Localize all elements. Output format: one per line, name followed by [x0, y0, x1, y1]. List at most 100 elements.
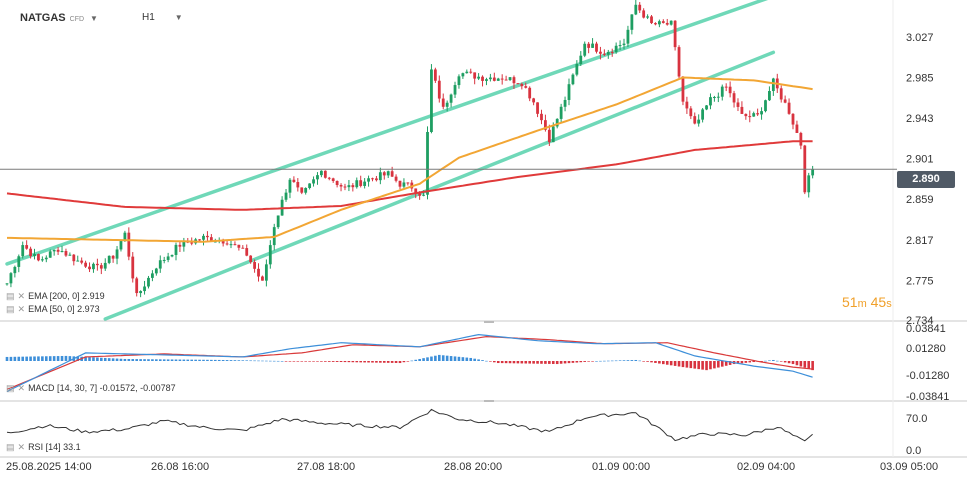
candle: [394, 174, 398, 183]
candle-body: [551, 126, 555, 143]
candle: [147, 275, 150, 289]
macd-histogram-bar: [390, 361, 394, 363]
price-axis-label: 2.734: [906, 315, 934, 327]
time-axis-label: 26.08 16:00: [151, 461, 209, 473]
symbol-selector[interactable]: NATGAS CFD ▼: [20, 12, 98, 24]
channel-upper-line: [5, 0, 769, 266]
macd-histogram-bar: [100, 357, 103, 361]
candle: [339, 183, 343, 192]
macd-histogram-bar: [669, 361, 673, 366]
candle-body: [771, 78, 775, 92]
candle: [111, 255, 115, 263]
close-icon[interactable]: ✕: [17, 442, 26, 452]
candle-body: [465, 71, 469, 74]
time-axis-label: 28.08 20:00: [444, 461, 502, 473]
close-icon[interactable]: ✕: [17, 291, 26, 301]
candle: [512, 75, 516, 89]
macd-histogram-bar: [748, 361, 752, 363]
candle-body: [9, 273, 13, 284]
candle-body: [677, 47, 681, 77]
candle: [312, 176, 315, 187]
candle-body: [147, 277, 150, 287]
candle: [386, 170, 390, 179]
macd-histogram-bar: [496, 361, 500, 364]
macd-histogram-bar: [728, 361, 732, 365]
settings-icon[interactable]: ▤: [6, 442, 15, 452]
macd-histogram-bar: [811, 361, 814, 371]
macd-histogram-bar: [158, 359, 162, 361]
candle-body: [488, 77, 492, 80]
candle: [587, 41, 591, 54]
candle-body: [327, 177, 331, 179]
candle: [469, 68, 473, 74]
candle-body: [151, 273, 154, 278]
candle-body: [60, 251, 64, 253]
candle: [449, 93, 453, 108]
macd-histogram-bar: [461, 357, 465, 361]
candle-body: [473, 72, 477, 79]
ema50-legend[interactable]: ▤ ✕ EMA [50, 0] 2.973: [6, 304, 100, 315]
ema200-legend[interactable]: ▤ ✕ EMA [200, 0] 2.919: [6, 291, 105, 302]
ema200-label: EMA [200, 0] 2.919: [28, 291, 105, 301]
candle-body: [111, 255, 115, 259]
candle-body: [504, 79, 508, 81]
rsi-legend[interactable]: ▤ ✕ RSI [14] 33.1: [6, 442, 81, 453]
candle-body: [343, 186, 347, 188]
macd-histogram-bar: [29, 356, 32, 361]
macd-histogram-bar: [41, 356, 44, 361]
candle-body: [512, 77, 516, 84]
macd-histogram-bar: [272, 360, 276, 362]
candle: [673, 20, 677, 51]
timeframe-selector[interactable]: H1 ▼: [142, 12, 183, 23]
macd-histogram-bar: [107, 358, 111, 361]
macd-histogram-bar: [693, 361, 697, 369]
candle-body: [143, 286, 146, 292]
macd-histogram-bar: [595, 361, 598, 362]
macd-histogram-bar: [591, 361, 594, 362]
candle-body: [233, 244, 237, 246]
settings-icon[interactable]: ▤: [6, 291, 15, 301]
macd-histogram-bar: [284, 361, 288, 362]
candle: [154, 267, 158, 276]
macd-histogram-bar: [119, 358, 123, 361]
settings-icon[interactable]: ▤: [6, 383, 15, 393]
macd-histogram-bar: [33, 356, 36, 361]
macd-histogram-bar: [386, 361, 390, 363]
close-icon[interactable]: ✕: [17, 304, 26, 314]
macd-histogram-bar: [630, 360, 634, 361]
candle-body: [430, 69, 433, 132]
candle-body: [44, 257, 48, 260]
close-icon[interactable]: ✕: [17, 383, 26, 393]
candle-body: [182, 240, 186, 247]
candle-body: [139, 291, 143, 294]
macd-histogram-bar: [316, 361, 319, 362]
candle-body: [292, 179, 296, 183]
macd-histogram-bar: [504, 361, 508, 364]
macd-histogram-bar: [335, 361, 339, 362]
candle-body: [316, 175, 319, 180]
candle-body: [304, 187, 308, 193]
candle: [665, 18, 669, 26]
candle: [610, 48, 614, 57]
macd-histogram-bar: [68, 356, 72, 361]
macd-histogram-bar: [571, 361, 575, 363]
candle: [127, 227, 131, 261]
candle-body: [437, 80, 441, 99]
candle-body: [88, 266, 91, 270]
candle-body: [622, 43, 626, 46]
chevron-down-icon: ▼: [174, 13, 183, 22]
candle: [119, 239, 123, 252]
macd-histogram-bar: [642, 361, 645, 362]
macd-histogram-bar: [123, 358, 127, 361]
candle-body: [681, 76, 685, 102]
candle: [614, 42, 618, 54]
macd-histogram-bar: [760, 361, 763, 362]
settings-icon[interactable]: ▤: [6, 304, 15, 314]
macd-legend[interactable]: ▤ ✕ MACD [14, 30, 7] -0.01572, -0.00787: [6, 383, 176, 394]
candle: [103, 258, 107, 271]
macd-histogram-bar: [162, 359, 166, 361]
candle-body: [386, 171, 390, 176]
candle-body: [485, 79, 488, 81]
macd-histogram-bar: [64, 355, 68, 361]
